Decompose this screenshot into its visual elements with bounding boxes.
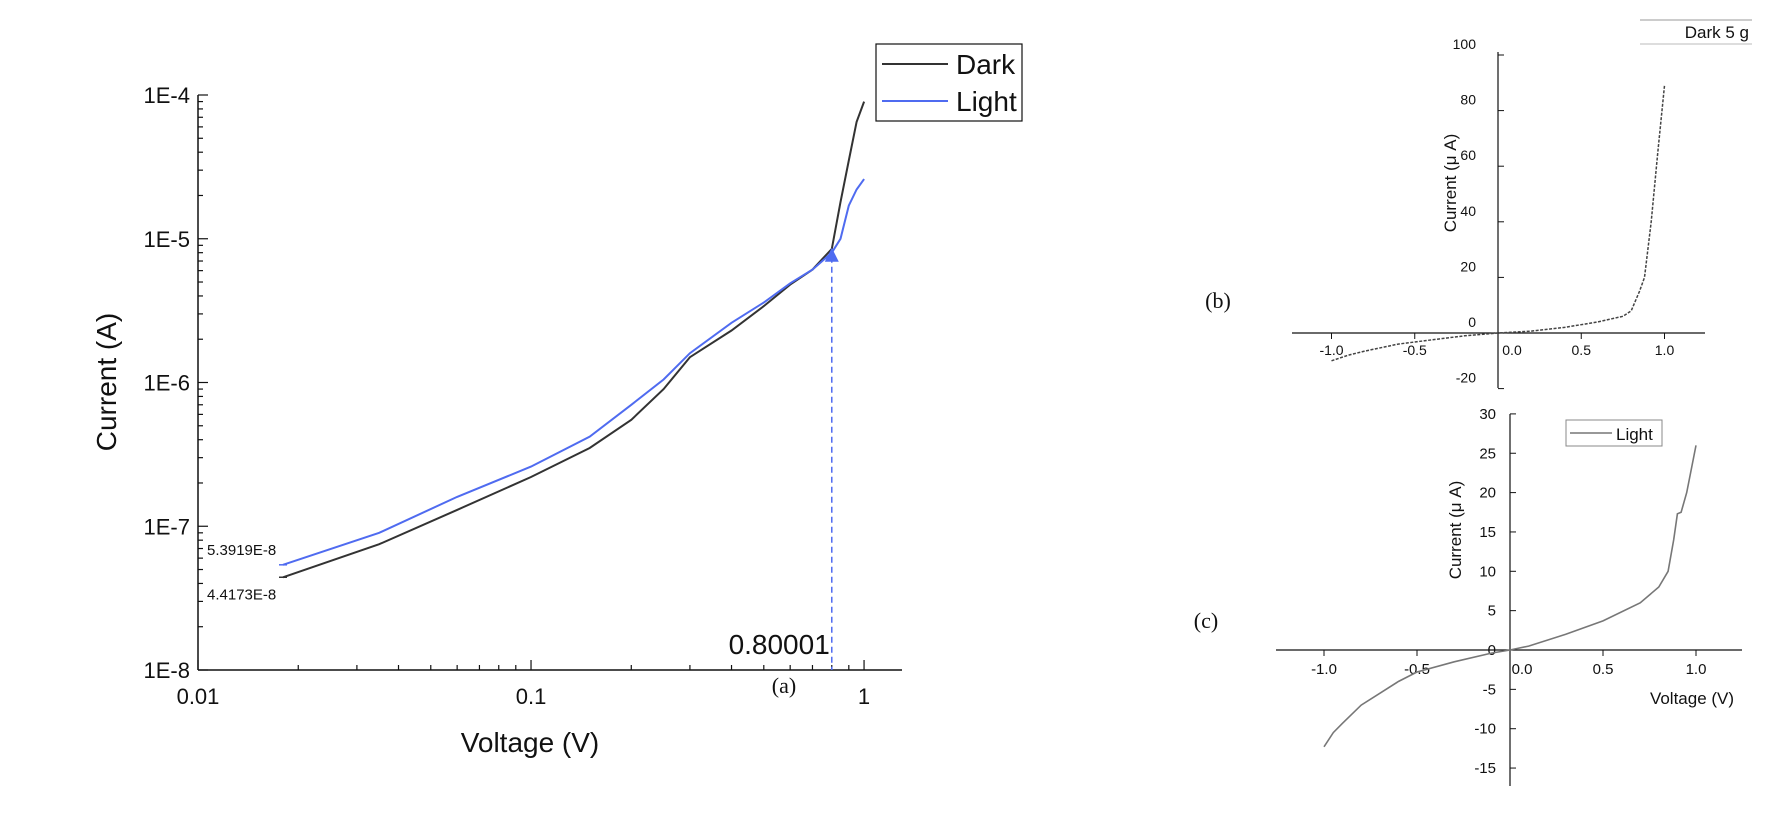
annotation-dark-start: 4.4173E-8 [207,586,276,603]
x-tick-label-b: 0.0 [1502,342,1522,358]
series-line-dark-5g [1331,85,1666,362]
y-axis-title-c: Current (μ A) [1446,481,1465,580]
y-tick-label-b: 20 [1460,258,1476,274]
x-tick-label-a: 1 [858,684,870,709]
y-tick-label-c: 30 [1479,406,1496,423]
y-tick-label-a: 1E-8 [144,658,190,683]
legend-label-light: Light [956,86,1017,117]
panel-label-c: (c) [1194,608,1218,633]
chart-a: 0.01 0.1 1 1E-8 1E-7 1E-6 1E-5 1E-4 Voltage (V) C… [91,43,1023,758]
y-tick-label-b: -20 [1456,370,1476,386]
legend-label-light-c: Light [1616,425,1653,444]
x-tick-label-c: -0.5 [1404,661,1430,678]
y-tick-label-c: 25 [1479,445,1496,462]
y-tick-label-c: 0 [1488,642,1496,659]
y-tick-label-c: 15 [1479,524,1496,541]
y-tick-label-b: 100 [1453,36,1477,52]
chart-c: -1.0 -0.5 0.0 0.5 1.0 -15 -10 -5 0 5 10 15 20 25 30 Vol… [1194,406,1742,786]
legend-a: Dark Light [875,43,1023,122]
panel-label-a: (a) [772,673,796,698]
legend-box-a [875,43,1023,122]
x-tick-label-a: 0.01 [177,684,220,709]
series-line-dark [282,101,866,579]
x-tick-label-b: -1.0 [1319,342,1343,358]
x-tick-label-c: 0.0 [1512,661,1533,678]
x-tick-label-c: 0.5 [1593,661,1614,678]
x-tick-label-c: -1.0 [1311,661,1337,678]
panel-label-b: (b) [1205,288,1231,313]
x-tick-label-b: -0.5 [1403,342,1427,358]
y-axis-title-b: Current (μ A) [1441,134,1460,233]
legend-b: Dark 5 g [1640,19,1752,45]
legend-label-dark-5g: Dark 5 g [1685,23,1749,42]
chart-b: -1.0 -0.5 0.0 0.5 1.0 -20 0 20 40 60 80 100 Current … [1205,19,1752,390]
legend-c: Light [1565,419,1663,447]
x-tick-label-c: 1.0 [1686,661,1707,678]
y-tick-label-a: 1E-7 [144,514,190,539]
x-axis-title-c: Voltage (V) [1650,689,1734,708]
x-axis-title-a: Voltage (V) [461,727,600,758]
x-tick-label-a: 0.1 [516,684,547,709]
legend-label-dark: Dark [956,49,1016,80]
y-tick-label-c: 10 [1479,563,1496,580]
y-tick-label-c: -5 [1483,681,1496,698]
y-tick-label-b: 80 [1460,92,1476,108]
y-tick-label-c: 20 [1479,485,1496,502]
series-line-light [282,178,865,566]
annotation-marker-value: 0.80001 [729,629,830,660]
y-tick-label-b: 60 [1460,147,1476,163]
y-tick-label-b: 0 [1468,314,1476,330]
x-tick-label-b: 0.5 [1572,342,1592,358]
annotation-light-start: 5.3919E-8 [207,542,276,559]
y-tick-label-a: 1E-5 [144,227,190,252]
y-axis-title-a: Current (A) [91,313,122,451]
y-tick-label-c: 5 [1488,603,1496,620]
y-tick-label-a: 1E-4 [144,83,190,108]
y-tick-label-b: 40 [1460,203,1476,219]
series-line-light-c [1323,445,1697,748]
y-tick-label-c: -15 [1474,760,1496,777]
y-tick-label-a: 1E-6 [144,371,190,396]
y-tick-label-c: -10 [1474,721,1496,738]
marker-triangle [824,247,839,262]
x-tick-label-b: 1.0 [1655,342,1675,358]
